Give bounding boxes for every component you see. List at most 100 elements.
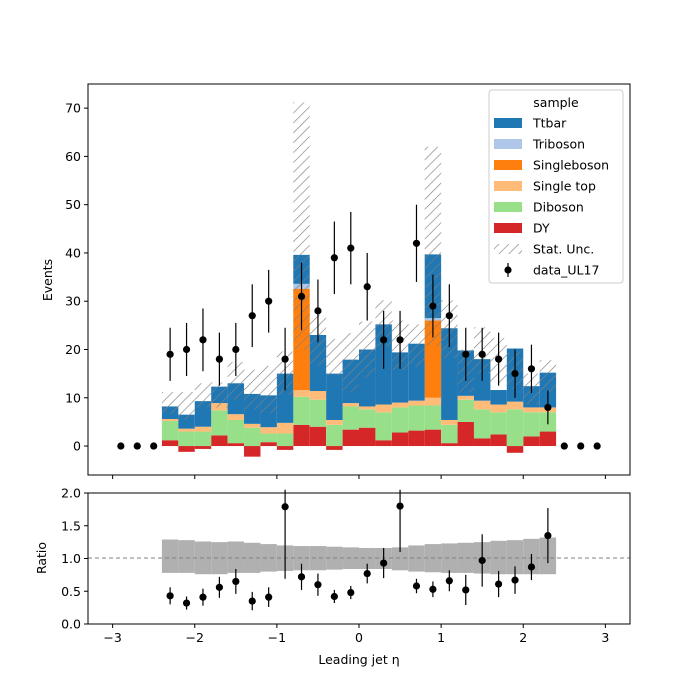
bar-dy [293,424,310,447]
bar-single-top [391,402,409,408]
bar-single-top [293,390,310,397]
bar-dy [473,438,491,447]
legend-frame [488,89,624,284]
data-point [593,442,601,450]
data-point [150,442,158,450]
ratio-point [281,503,289,511]
ratio-band-bin [408,545,425,572]
bar-diboson [391,407,409,433]
bar-diboson [473,409,491,439]
bar-dy [408,430,425,447]
ratio-point [265,593,273,601]
ratio-point [232,577,240,586]
legend-label-stat-unc: Stat. Unc. [533,242,594,257]
bar-diboson [309,399,327,427]
ratio-band-bin [441,543,458,573]
bar-dy [326,446,343,450]
bar-diboson [161,420,179,441]
bar-dy [276,446,294,450]
bar-single-top [506,401,524,410]
bar-dy [244,446,261,457]
legend-swatch-single-top [494,181,522,191]
stat-unc-bin [227,362,245,400]
x-tick-label: −2 [186,630,204,645]
bar-diboson [293,396,310,425]
data-point [248,312,256,320]
bar-diboson [424,405,442,430]
stat-unc-bin [293,102,310,350]
bar-dy [539,431,557,447]
data-point [527,365,536,373]
x-axis-label: Leading jet η [318,652,399,667]
data-point [462,350,470,358]
x-tick-label: 2 [519,630,527,645]
bar-diboson [178,431,195,447]
bar-single-top [375,404,392,413]
bar-dy [359,427,376,447]
bar-single-top [276,422,294,434]
stat-unc-bin [194,383,212,408]
bar-diboson [194,431,212,447]
data-point [544,403,552,412]
ratio-point [363,569,371,578]
bar-single-top [244,423,261,428]
bar-diboson [359,409,376,428]
legend-label-dy: DY [533,221,550,236]
data-point [166,350,174,358]
bar-single-top [326,419,343,425]
data-point [281,355,289,363]
ratio-band-bin [309,546,327,571]
x-tick-label: 1 [437,630,445,645]
bar-dy [424,429,442,447]
ratio-y-tick-label: 2.0 [61,486,81,501]
data-point [380,336,388,344]
stat-unc-bin [408,324,425,367]
ratio-unc-band [161,537,557,575]
ratio-point [199,593,207,601]
ratio-y-tick-label: 0.5 [61,584,81,599]
data-point [232,345,240,354]
data-point [117,442,125,450]
stat-unc-bin [178,391,195,420]
bar-dy [227,443,245,447]
ratio-point [166,592,174,600]
stat-unc-bin [326,338,343,376]
bar-single-top [194,426,212,432]
data-point [330,254,338,262]
bar-single-top [457,395,474,400]
ratio-point [445,577,453,585]
bar-single-top [359,406,376,410]
data-points [117,204,601,450]
stat-unc-bin [539,360,557,392]
bar-diboson [260,433,277,443]
ratio-band-bin [178,540,195,573]
bar-single-top [490,404,507,413]
bar-dy [211,435,228,447]
bar-diboson [441,424,458,444]
stat-unc-bin [359,321,376,378]
ratio-y-tick-label: 0.0 [61,617,81,632]
legend-label-singleboson: Singleboson [533,158,609,173]
stat-unc-bin [260,365,277,414]
data-point [199,336,207,344]
ratio-point [330,592,338,601]
ratio-y-tick-label: 1.0 [61,551,81,566]
x-tick-label: −3 [103,630,121,645]
ratio-point [297,573,306,581]
data-point [560,442,568,450]
legend-swatch-ttbar [494,118,522,128]
ratio-point [527,563,536,571]
ratio-band-bin [457,542,474,573]
ratio-point [380,559,388,567]
data-point [215,355,223,363]
main-y-axis: 0 10 20 30 40 50 60 70 [65,101,88,454]
ratio-plot: 0.0 0.5 1.0 1.5 2.0 −3 −2 −1 0 1 2 3 Ratio Leading… [34,486,631,667]
bar-single-top [408,400,425,406]
legend-swatch-diboson [494,202,522,212]
x-tick-label: −1 [268,630,286,645]
data-point [577,442,585,450]
bar-ttbar [194,401,212,427]
bar-diboson [227,419,245,444]
data-point [429,302,437,310]
